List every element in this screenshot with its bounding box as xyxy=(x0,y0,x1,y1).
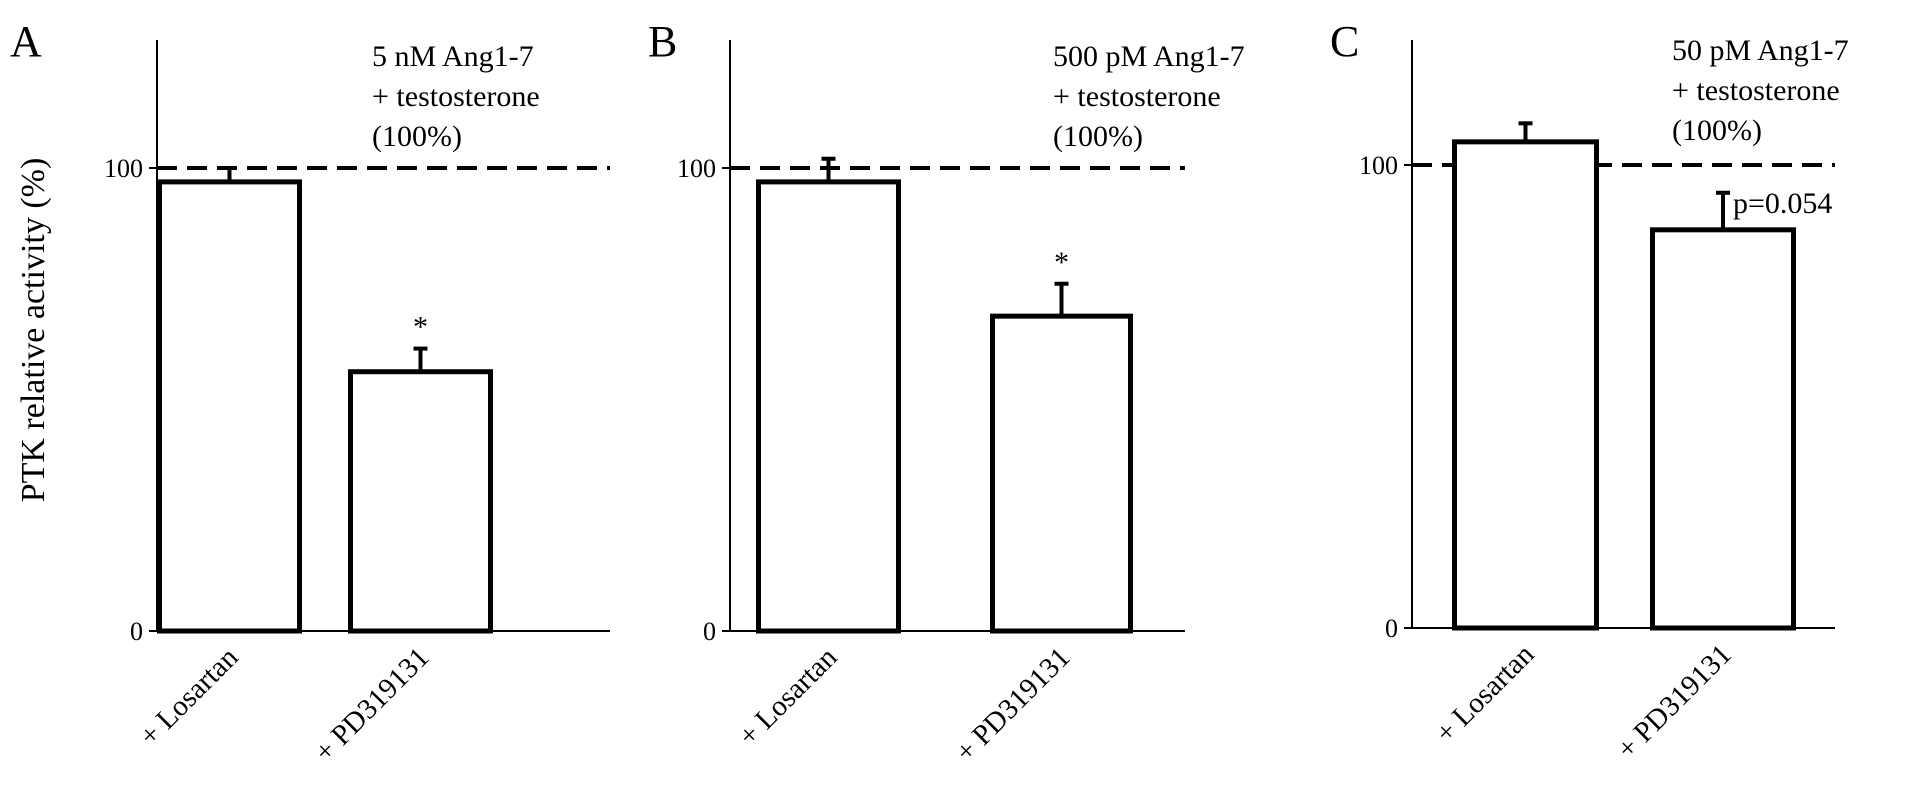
annotation-line: + testosterone xyxy=(1672,74,1840,107)
y-tick-label: 100 xyxy=(1359,151,1398,180)
significance-marker: * xyxy=(1054,246,1069,279)
bar xyxy=(756,179,901,634)
y-tick-label: 0 xyxy=(130,617,143,646)
annotation-line: (100%) xyxy=(1672,114,1762,147)
y-tick-label: 0 xyxy=(1385,614,1398,643)
category-label: + PD319131 xyxy=(949,641,1076,768)
annotation-line: 5 nM Ang1-7 xyxy=(372,40,534,73)
annotation-line: 500 pM Ang1-7 xyxy=(1053,40,1245,73)
annotation-line: (100%) xyxy=(372,120,462,153)
category-label: + PD319131 xyxy=(1611,638,1738,765)
panel-letter: A xyxy=(10,17,42,66)
bar xyxy=(1650,227,1796,631)
panel-letter: C xyxy=(1330,17,1359,66)
annotation-line: + testosterone xyxy=(372,80,540,113)
y-tick-label: 100 xyxy=(677,154,716,183)
panel-c: C 0 100 + Losartan p=0.054 + PD319131 50 pM An… xyxy=(1330,17,1849,765)
significance-label: p=0.054 xyxy=(1733,187,1832,220)
bar xyxy=(348,369,493,634)
panel-letter: B xyxy=(648,17,677,66)
y-tick-label: 100 xyxy=(104,154,143,183)
panels: A 0 100 + Losartan * + PD319131 5 nM Ang1-7 + t… xyxy=(10,17,1849,768)
annotation-line: (100%) xyxy=(1053,120,1143,153)
significance-marker: * xyxy=(413,311,428,344)
category-label: + PD319131 xyxy=(308,641,435,768)
y-axis-label: PTK relative activity (%) xyxy=(15,158,52,503)
panel-a: A 0 100 + Losartan * + PD319131 5 nM Ang1-7 + t… xyxy=(10,17,610,768)
annotation-line: + testosterone xyxy=(1053,80,1221,113)
bar xyxy=(990,313,1133,634)
category-label: + Losartan xyxy=(1429,638,1540,749)
annotation-line: 50 pM Ang1-7 xyxy=(1672,34,1849,67)
panel-b: B 0 100 + Losartan * + PD319131 500 pM Ang1-7 +… xyxy=(648,17,1245,768)
category-label: + Losartan xyxy=(133,641,244,752)
bar xyxy=(1452,139,1599,631)
category-label: + Losartan xyxy=(732,641,843,752)
bar xyxy=(157,179,302,634)
y-tick-label: 0 xyxy=(703,617,716,646)
